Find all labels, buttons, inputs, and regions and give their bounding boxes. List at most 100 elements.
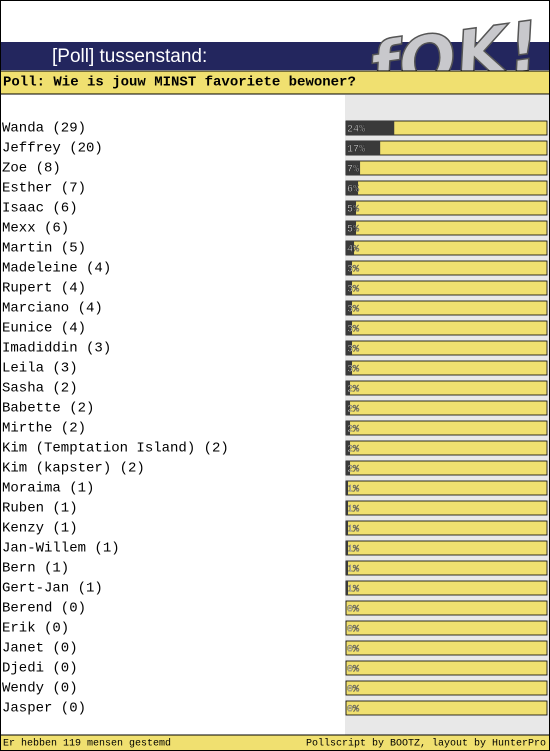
option-label: Isaac (6)	[2, 201, 78, 217]
value-label: 1%	[347, 525, 359, 536]
bar-track	[345, 640, 548, 656]
value-label: 2%	[347, 445, 359, 456]
option-label: Jasper (0)	[2, 701, 86, 717]
bar-track	[345, 620, 548, 636]
option-label: Marciano (4)	[2, 301, 103, 317]
bar-track	[345, 520, 548, 536]
bar-track	[345, 600, 548, 616]
option-label: Leila (3)	[2, 361, 78, 377]
bar	[346, 201, 357, 215]
bar	[346, 381, 351, 395]
bar-track	[345, 240, 548, 256]
value-label: 3%	[347, 285, 359, 296]
value-label: 3%	[347, 365, 359, 376]
option-label: Bern (1)	[2, 561, 69, 577]
bar	[346, 561, 349, 575]
bar	[346, 441, 351, 455]
bar-track	[345, 160, 548, 176]
option-label: Madeleine (4)	[2, 261, 111, 277]
bar-track	[345, 180, 548, 196]
value-label: 0%	[347, 605, 359, 616]
option-label: Gert-Jan (1)	[2, 581, 103, 597]
bar	[346, 261, 353, 275]
option-label: Ruben (1)	[2, 501, 78, 517]
bar	[346, 581, 349, 595]
bar	[346, 241, 355, 255]
value-label: 5%	[347, 205, 359, 216]
header-bar	[0, 42, 550, 70]
bar	[346, 461, 351, 475]
option-label: Imadiddin (3)	[2, 341, 111, 357]
question-bar	[0, 70, 550, 95]
bar-track	[345, 260, 548, 276]
value-label: 0%	[347, 705, 359, 716]
bar-track	[345, 340, 548, 356]
question: Poll: Wie is jouw MINST favoriete bewone…	[3, 75, 356, 91]
value-label: 3%	[347, 345, 359, 356]
bar	[346, 161, 361, 175]
value-label: 6%	[347, 185, 359, 196]
value-label: 3%	[347, 265, 359, 276]
bar-track	[345, 480, 548, 496]
bar-track	[345, 420, 548, 436]
option-label: Kim (kapster) (2)	[2, 461, 145, 477]
bar	[346, 361, 353, 375]
bar-track	[345, 400, 548, 416]
option-label: Jan-Willem (1)	[2, 541, 120, 557]
bar-track	[345, 440, 548, 456]
option-label: Janet (0)	[2, 641, 78, 657]
bar-track	[345, 660, 548, 676]
option-label: Zoe (8)	[2, 161, 61, 177]
option-label: Djedi (0)	[2, 661, 78, 677]
option-label: Kim (Temptation Island) (2)	[2, 441, 229, 457]
value-label: 1%	[347, 485, 359, 496]
bar-track	[345, 680, 548, 696]
value-label: 1%	[347, 565, 359, 576]
value-label: 2%	[347, 405, 359, 416]
bar	[346, 541, 349, 555]
value-label: 0%	[347, 665, 359, 676]
value-label: 1%	[347, 505, 359, 516]
option-label: Esther (7)	[2, 181, 86, 197]
value-label: 1%	[347, 585, 359, 596]
bar	[346, 321, 353, 335]
bar	[346, 481, 349, 495]
value-label: 3%	[347, 325, 359, 336]
footer-right: Pollscript by BOOTZ, layout by HunterPro	[306, 738, 546, 750]
value-label: 2%	[347, 465, 359, 476]
option-label: Mexx (6)	[2, 221, 69, 237]
value-label: 7%	[347, 165, 359, 176]
value-label: 0%	[347, 645, 359, 656]
option-label: Berend (0)	[2, 601, 86, 617]
option-label: Babette (2)	[2, 401, 94, 417]
bar-track	[345, 560, 548, 576]
bar-track	[345, 220, 548, 236]
bar-track	[345, 320, 548, 336]
value-label: 4%	[347, 245, 359, 256]
bar	[346, 401, 351, 415]
option-label: Moraima (1)	[2, 481, 94, 497]
value-label: 3%	[347, 305, 359, 316]
bar	[346, 281, 353, 295]
option-label: Eunice (4)	[2, 321, 86, 337]
option-label: Mirthe (2)	[2, 421, 86, 437]
bar-track	[345, 300, 548, 316]
bar	[346, 181, 359, 195]
value-label: 0%	[347, 685, 359, 696]
bar-track	[345, 280, 548, 296]
value-label: 0%	[347, 625, 359, 636]
option-label: Erik (0)	[2, 621, 69, 637]
bar-track	[345, 580, 548, 596]
bar-track	[345, 700, 548, 716]
value-label: 17%	[347, 145, 365, 156]
option-label: Rupert (4)	[2, 281, 86, 297]
option-label: Wendy (0)	[2, 681, 78, 697]
bar-track	[345, 540, 548, 556]
option-label: Wanda (29)	[2, 121, 86, 137]
option-label: Martin (5)	[2, 241, 86, 257]
footer-bar	[0, 734, 550, 751]
value-label: 1%	[347, 545, 359, 556]
bar	[346, 341, 353, 355]
bar	[346, 501, 349, 515]
